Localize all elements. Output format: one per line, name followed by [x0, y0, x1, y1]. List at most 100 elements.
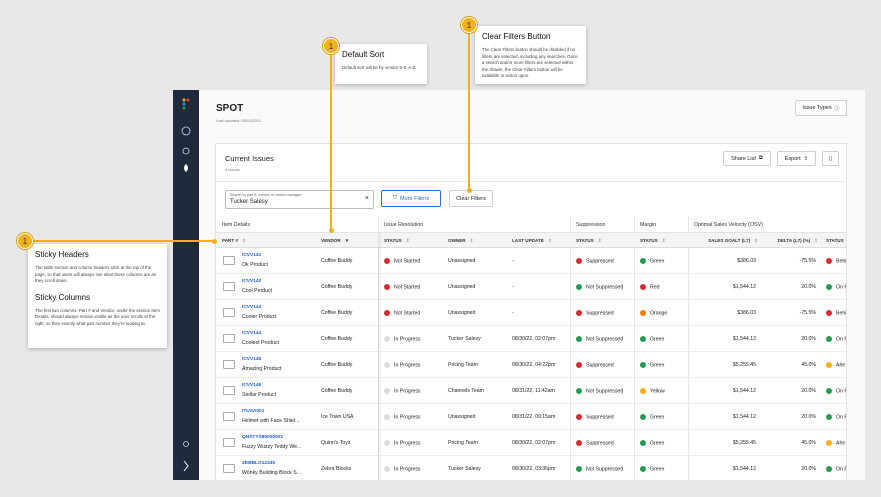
last-update: 08/30/22, 02:07pm	[512, 440, 556, 446]
status-dot	[384, 440, 390, 446]
column-label: STATUS	[576, 238, 594, 243]
label: More Filters	[400, 195, 430, 202]
table-row: ICVV145 Amazing Product Coffee Buddy In Pro…	[216, 352, 846, 378]
thumbnail	[223, 360, 235, 369]
annotation-note: Default Sort Default sort will be by ven…	[335, 44, 427, 84]
status-dot	[384, 310, 390, 316]
osv-status: Ahe	[826, 440, 845, 446]
issue-types-button[interactable]: Issue Types ⓘ	[795, 100, 847, 116]
status-dot	[384, 362, 390, 368]
issues-table: Item Details Issue Resolution Suppression M…	[216, 216, 847, 480]
divider	[216, 181, 846, 182]
sort-icon[interactable]: ⇕	[547, 238, 552, 243]
delta: 20.0%	[801, 284, 816, 290]
export-button[interactable]: Export ⇪	[777, 151, 816, 166]
note-title: Default Sort	[342, 50, 385, 59]
product-name: Cooler Product	[242, 314, 277, 320]
table-row: ICVV143 Cooler Product Coffee Buddy Not Sta…	[216, 300, 846, 326]
status-text: Green	[650, 336, 665, 343]
owner: Pricing Team	[448, 440, 478, 446]
group-divider	[688, 216, 689, 480]
status-text: Behi	[836, 258, 847, 265]
group-header: Issue Resolution	[384, 222, 424, 228]
last-update: 08/31/22, 11:42am	[512, 388, 555, 394]
column-header: STATUS⇕	[640, 238, 666, 244]
column-label: LAST UPDATE	[512, 238, 544, 243]
owner: Tucker Salesy	[448, 336, 481, 342]
table-row: ZEBBLO12345 Wonky Building Block S... Zebr…	[216, 456, 846, 480]
vendor: Zebra Blocks	[321, 466, 352, 472]
group-divider	[634, 216, 635, 480]
note-title: Sticky Headers	[35, 250, 89, 259]
product-name: Coolest Product	[242, 340, 279, 346]
vendor: Coffee Buddy	[321, 310, 353, 316]
annotation-badge: 1	[323, 38, 339, 54]
clear-filters-button[interactable]: Clear Filters	[449, 190, 493, 207]
status-text: Not Started	[394, 310, 421, 317]
osv-status: On P	[826, 284, 846, 290]
status-dot	[576, 414, 582, 420]
table-row: QNSTYS80000001 Fuzzy Wuzzy Teddy We... Qui…	[216, 430, 846, 456]
sales-goal: $1,544.12	[732, 388, 756, 394]
status: In Progress	[384, 466, 421, 472]
group-row	[216, 216, 846, 233]
sales-goal: $386.03	[737, 258, 756, 264]
delta: 20.0%	[801, 336, 816, 342]
share-button[interactable]: Share List ⧉	[723, 151, 771, 166]
suppression-status: Not Suppressed	[576, 388, 623, 394]
note-title: Clear Filters Button	[482, 32, 551, 41]
sales-goal: $1,544.12	[732, 466, 756, 472]
group-divider	[570, 216, 571, 480]
status-dot	[826, 362, 832, 368]
product-name: Ok Product	[242, 262, 268, 268]
part-number: ICVV146	[242, 383, 262, 388]
callout-pin	[329, 228, 334, 233]
column-header: OWNER ⇕	[448, 238, 473, 244]
sort-icon[interactable]: ⇕	[242, 238, 246, 243]
bookmark-button[interactable]: ▯	[822, 151, 839, 166]
margin-status: Red	[640, 284, 660, 290]
sort-icon[interactable]: ⇕	[754, 238, 758, 243]
status-dot	[576, 388, 582, 394]
sort-icon[interactable]: ⇕	[469, 238, 474, 243]
sales-goal: $1,544.12	[732, 414, 756, 420]
sort-icon[interactable]: ⇕	[814, 238, 818, 243]
note-body: The table section and column headers sti…	[35, 265, 157, 283]
label: Share List	[731, 155, 756, 162]
status-dot	[826, 310, 832, 316]
status-text: Red	[650, 284, 660, 291]
status-dot	[826, 440, 832, 446]
sales-goal: $1,544.12	[732, 284, 756, 290]
column-label: DELTA (L7) (%)	[777, 238, 811, 243]
last-update: 08/30/22, 04:22pm	[512, 362, 556, 368]
status-dot	[640, 414, 646, 420]
sort-icon[interactable]: ⇕	[597, 238, 602, 243]
status-dot	[826, 466, 832, 472]
part-number: ICVV141	[242, 253, 262, 258]
sort-icon[interactable]: ▼	[344, 238, 350, 243]
status: Not Started	[384, 284, 420, 290]
last-update: 08/30/22, 02:07pm	[512, 336, 556, 342]
owner: Unassigned	[448, 310, 476, 316]
callout-line	[468, 28, 470, 190]
product-name: Wonky Building Block S...	[242, 470, 302, 476]
last-updated: Last updated: 05/11/2021	[216, 118, 262, 123]
status-text: On P	[836, 388, 847, 395]
more-filters-button[interactable]: ⛉ More Filters	[381, 190, 441, 207]
status-dot	[384, 284, 390, 290]
owner: Pricing Team	[448, 362, 478, 368]
label: Clear Filters	[456, 195, 486, 202]
sort-icon[interactable]: ⇕	[661, 238, 666, 243]
clear-search[interactable]: ×	[364, 195, 369, 202]
sort-icon[interactable]: ⇕	[405, 238, 410, 243]
note-body: The Clear Filters button should be disab…	[482, 47, 578, 78]
thumbnail	[223, 334, 235, 343]
search-box[interactable]: Search by part #, vendor, or vendor mana…	[225, 190, 374, 209]
note-body: The first two columns: Part # and Vendor…	[35, 307, 160, 326]
sales-goal: $5,255.45	[732, 440, 756, 446]
status-dot	[576, 440, 582, 446]
status-text: In Progress	[394, 466, 421, 473]
margin-status: Green	[640, 414, 664, 420]
product-name: Stellar Product	[242, 392, 277, 398]
